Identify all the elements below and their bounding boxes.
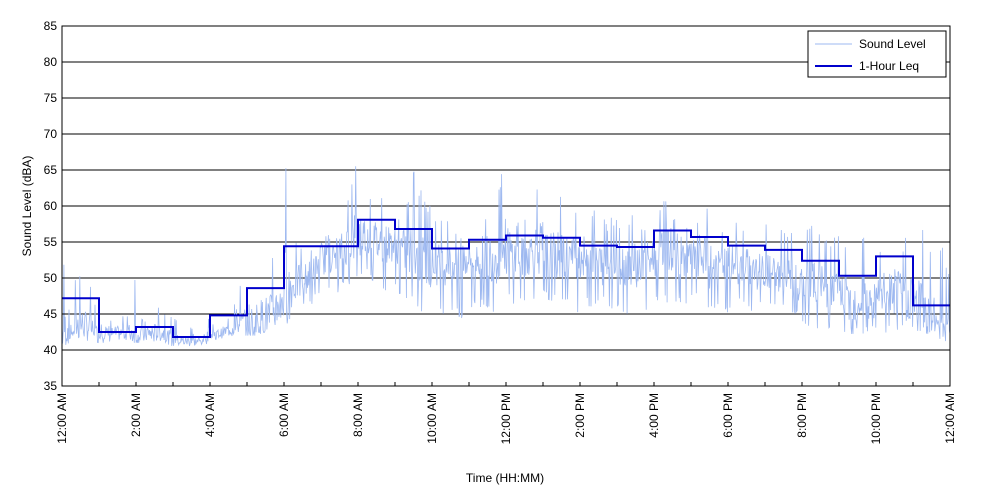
- x-tick-label: 8:00 PM: [795, 393, 809, 438]
- y-tick-label: 45: [44, 307, 58, 321]
- legend-label-leq: 1-Hour Leq: [859, 59, 919, 73]
- x-tick-label: 12:00 PM: [499, 393, 513, 444]
- leq-series: [62, 218, 950, 338]
- x-tick-label: 12:00 AM: [943, 393, 957, 444]
- y-tick-label: 65: [44, 163, 58, 177]
- x-tick-label: 10:00 AM: [425, 393, 439, 444]
- y-tick-label: 55: [44, 235, 58, 249]
- y-tick-label: 50: [44, 271, 58, 285]
- x-tick-label: 10:00 PM: [869, 393, 883, 444]
- y-tick-label: 35: [44, 379, 58, 393]
- x-tick-label: 4:00 PM: [647, 393, 661, 438]
- gridlines: [62, 61, 950, 351]
- x-tick-label: 12:00 AM: [55, 393, 69, 444]
- y-tick-label: 60: [44, 199, 58, 213]
- x-axis-label: Time (HH:MM): [466, 471, 544, 485]
- x-tick-label: 4:00 AM: [203, 393, 217, 437]
- x-tick-label: 2:00 AM: [129, 393, 143, 437]
- leq-step-line: [62, 218, 950, 338]
- y-axis-label: Sound Level (dBA): [20, 156, 34, 257]
- x-tick-label: 8:00 AM: [351, 393, 365, 437]
- legend: Sound Level 1-Hour Leq: [807, 30, 947, 78]
- y-tick-label: 70: [44, 127, 58, 141]
- x-axis: 12:00 AM 2:00 AM 4:00 AM 6:00 AM 8:00 AM 10:0…: [55, 382, 957, 444]
- x-tick-label: 6:00 AM: [277, 393, 291, 437]
- x-tick-label: 6:00 PM: [721, 393, 735, 438]
- y-tick-label: 40: [44, 343, 58, 357]
- y-axis: 35 40 45 50 55 60 65 70 75 80 85: [44, 19, 66, 393]
- y-tick-label: 75: [44, 91, 58, 105]
- legend-box: [807, 30, 947, 78]
- legend-label-sound-level: Sound Level: [859, 37, 926, 51]
- x-tick-label: 2:00 PM: [573, 393, 587, 438]
- y-tick-label: 85: [44, 19, 58, 33]
- y-tick-label: 80: [44, 55, 58, 69]
